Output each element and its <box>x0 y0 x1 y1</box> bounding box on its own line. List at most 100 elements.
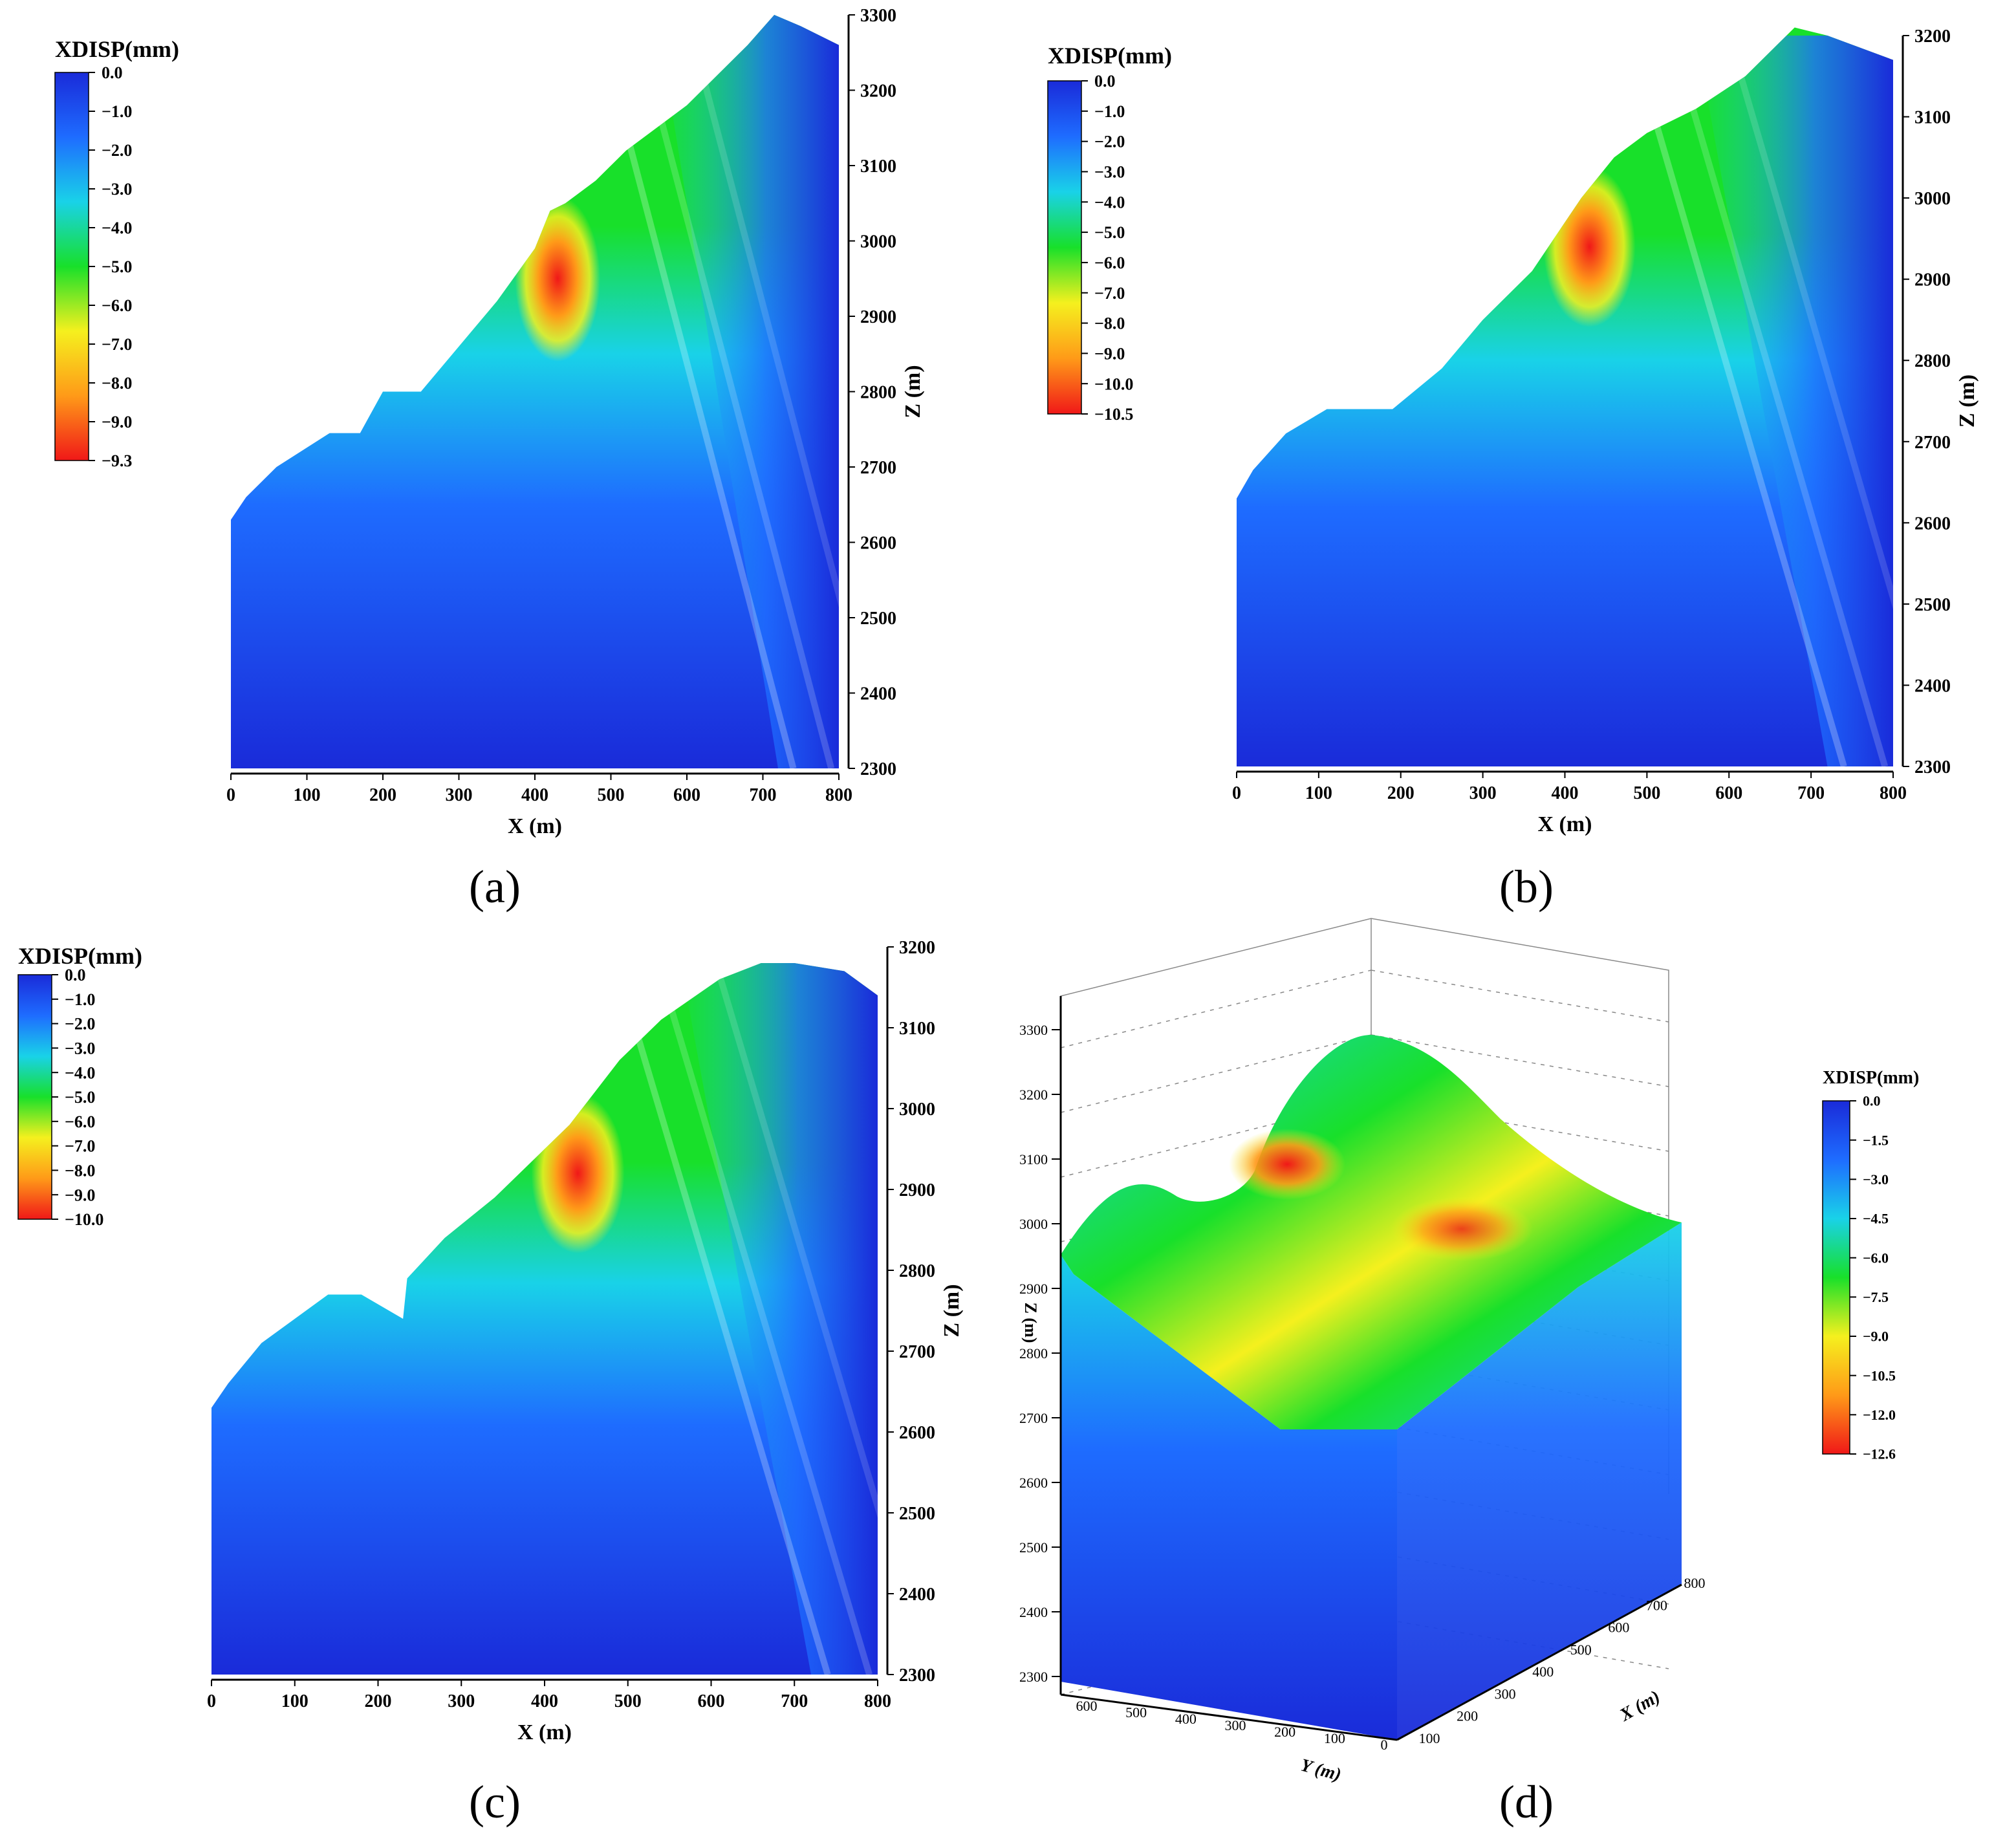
colorbar-title: XDISP(mm) <box>1823 1068 1919 1088</box>
z-tick-label: 2800 <box>899 1261 935 1281</box>
discontinuity-band <box>608 963 831 1675</box>
colorbar-tick-label: −1.0 <box>1094 102 1125 121</box>
colorbar-tick-label: −5.0 <box>65 1088 95 1107</box>
x-tick-label: 500 <box>598 785 625 805</box>
x-tick-label: 600 <box>698 1691 725 1711</box>
discontinuity-band <box>1627 34 1847 766</box>
max-displacement-zone <box>531 1093 625 1253</box>
colorbar-tick-label: −6.0 <box>102 296 132 315</box>
colorbar-tick-label: −3.0 <box>1863 1171 1889 1188</box>
x-tick-label: 300 <box>1495 1686 1516 1702</box>
gridline <box>1060 970 1372 1048</box>
y-axis-3d <box>1060 1693 1398 1741</box>
z-tick-label: 3000 <box>899 1100 935 1120</box>
x-tick-label: 700 <box>750 785 777 805</box>
colorbar-tick-label: 0.0 <box>1863 1093 1881 1109</box>
z-tick-label: 2500 <box>860 609 896 629</box>
max-displacement-zone <box>515 195 601 362</box>
x-tick-label: 500 <box>614 1691 642 1711</box>
colorbar-tick-label: −3.0 <box>102 180 132 199</box>
x-tick-label: 0 <box>1232 783 1241 803</box>
z-tick-label: 2700 <box>1019 1410 1048 1426</box>
colorbar-tick-label: −8.0 <box>65 1162 95 1180</box>
colorbar <box>1822 1100 1850 1455</box>
panel-a: XDISP(mm) 0.0 −1.0 −2.0 −3.0 −4.0 −5.0 −6.0 −7.0… <box>0 0 996 925</box>
colorbar-tick-label: −8.0 <box>102 374 132 393</box>
x-tick-label: 500 <box>1633 783 1660 803</box>
panel-b: XDISP(mm) 0.0 −1.0 −2.0 −3.0 −4.0 −5.0 −6.0 −7.0… <box>1009 0 2016 925</box>
x-tick-label: 800 <box>825 785 852 805</box>
z-tick-label: 2600 <box>1914 514 1951 534</box>
chart-d: XDISP(mm) 0.0 −1.5 −3.0 −4.5 −6.0 −7.5 −9.0 −10.… <box>1019 918 1919 1785</box>
colorbar-tick-label: −10.5 <box>1094 405 1133 424</box>
z-tick-label: 2600 <box>1019 1475 1048 1491</box>
discontinuity-band <box>1726 34 1893 766</box>
slope-body <box>211 963 878 1675</box>
x-tick-label: 200 <box>369 785 396 805</box>
colorbar-tick-label: −12.0 <box>1863 1407 1896 1423</box>
colorbar-tick-label: −9.0 <box>1094 344 1125 363</box>
colorbar <box>54 72 89 461</box>
z-tick-label: 2400 <box>860 684 896 704</box>
panel-d: XDISP(mm) 0.0 −1.5 −3.0 −4.5 −6.0 −7.5 −9.0 −10.… <box>1009 918 2016 1844</box>
z-tick-label: 3100 <box>899 1019 935 1039</box>
panel-label-c: (c) <box>469 1776 521 1828</box>
panel-label-a: (a) <box>469 861 521 913</box>
z-tick-label: 3200 <box>860 81 896 102</box>
x-axis-title: X (m) <box>1616 1687 1664 1726</box>
z-tick-label: 2500 <box>899 1504 935 1524</box>
colorbar-tick-label: −7.0 <box>65 1137 95 1156</box>
x-tick-label: 400 <box>531 1691 558 1711</box>
colorbar-tick-label: −4.5 <box>1863 1211 1889 1227</box>
colorbar-tick-label: −5.0 <box>1094 223 1125 242</box>
z-tick-label: 3200 <box>899 938 935 958</box>
chart-c: XDISP(mm)0.0 −1.0 −2.0 −3.0 −4.0 −5.0 −6.0 −7.0… <box>17 938 964 1744</box>
colorbar-tick-label: −4.0 <box>1094 193 1125 212</box>
z-tick-label: 2800 <box>860 383 896 403</box>
colorbar-tick-label: 0.0 <box>1094 72 1116 91</box>
z-tick-label: 2400 <box>899 1585 935 1605</box>
colorbar-tick-label: 0.0 <box>65 966 86 984</box>
colorbar-tick-label: −4.0 <box>102 219 132 237</box>
z-tick-label: 3000 <box>860 232 896 252</box>
z-tick-label: 2500 <box>1019 1539 1048 1556</box>
x-tick-label: 0 <box>207 1691 216 1711</box>
colorbar <box>1047 80 1082 415</box>
colorbar-tick-label: −9.0 <box>102 413 132 431</box>
colorbar-tick-label: −9.3 <box>102 451 132 470</box>
colorbar-tick-label: −3.0 <box>1094 163 1125 182</box>
panel-c: XDISP(mm) 0.0 −1.0 −2.0 −3.0 −4.0 −5.0 −6.0 −7.0… <box>0 925 996 1844</box>
x-tick-label: 800 <box>1880 783 1907 803</box>
z-tick-label: 2300 <box>1019 1669 1048 1685</box>
discontinuity-band <box>684 15 839 768</box>
x-tick-label: 800 <box>864 1691 891 1711</box>
x-tick-label: 700 <box>1646 1597 1667 1613</box>
colorbar-tick-label: −6.0 <box>65 1112 95 1131</box>
y-tick-label: 100 <box>1324 1730 1345 1746</box>
z-tick-label: 2400 <box>1914 676 1951 696</box>
colorbar-tick-label: −6.0 <box>1863 1250 1889 1266</box>
z-tick-label: 3000 <box>1914 189 1951 209</box>
z-tick-label: 2600 <box>860 534 896 554</box>
z-tick-label: 3100 <box>1019 1151 1048 1167</box>
slope-overlays <box>531 963 878 1675</box>
colorbar-title: XDISP(mm) <box>18 943 142 969</box>
x-tick-label: 600 <box>1715 783 1742 803</box>
colorbar-tick-label: −9.0 <box>1863 1329 1889 1345</box>
z-tick-label: 2700 <box>1914 433 1951 453</box>
gridline <box>1371 970 1669 1023</box>
max-displacement-zone <box>1543 166 1636 327</box>
colorbar <box>17 974 52 1220</box>
x-tick-label: 800 <box>1684 1575 1706 1591</box>
colorbar-tick-label: −10.5 <box>1863 1367 1896 1383</box>
x-tick-label: 400 <box>521 785 548 805</box>
x-axis-title: X (m) <box>508 814 562 838</box>
x-tick-label: 100 <box>281 1691 309 1711</box>
colorbar-title: XDISP(mm) <box>55 36 179 62</box>
colorbar-title: XDISP(mm) <box>1048 43 1172 69</box>
x-axis-title: X (m) <box>517 1720 572 1744</box>
y-axis-title: Y (m) <box>1299 1755 1343 1785</box>
colorbar-tick-label: −7.0 <box>1094 284 1125 303</box>
colorbar-tick-label: −7.5 <box>1863 1289 1889 1305</box>
z-tick-label: 3100 <box>860 157 896 177</box>
